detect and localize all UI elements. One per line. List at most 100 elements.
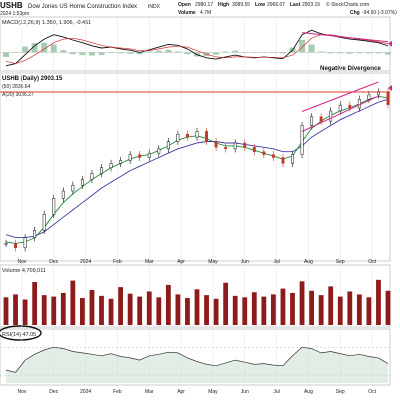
low-label: Low xyxy=(255,2,265,8)
price-candle xyxy=(291,154,294,164)
price-candle xyxy=(319,116,323,122)
price-candle xyxy=(109,163,113,168)
volume-bar xyxy=(137,296,143,325)
price-panel: USHB (Daily) 2903.15 (50) 2836.64 A(20) … xyxy=(0,72,391,262)
volume-bar xyxy=(156,297,162,325)
volume-bar xyxy=(70,280,76,325)
macd-histogram-bar xyxy=(375,52,382,54)
price-candle xyxy=(33,230,37,238)
macd-arrow-marker xyxy=(388,40,392,47)
x-tick-label-bottom: Feb xyxy=(113,389,122,395)
price-divergence-lower xyxy=(301,95,379,132)
price-candle xyxy=(377,91,380,96)
volume-bar xyxy=(309,290,314,325)
volume-bar xyxy=(99,295,104,325)
open-label: Open xyxy=(178,2,191,8)
macd-histogram-bar xyxy=(88,52,95,56)
macd-histogram-bar xyxy=(60,50,67,53)
price-candle xyxy=(176,133,180,142)
rsi-label: RSI(14) 47.05 xyxy=(2,332,36,338)
price-candle xyxy=(386,91,390,105)
macd-histogram-bar xyxy=(41,42,48,53)
price-candle xyxy=(157,148,161,154)
price-candle xyxy=(205,131,209,142)
price-candle xyxy=(348,104,352,109)
volume-bar xyxy=(108,298,114,325)
macd-histogram-bar xyxy=(31,43,38,53)
x-tick-label-bottom: Nov xyxy=(17,389,26,395)
macd-histogram-bar xyxy=(69,52,76,55)
volume-bar xyxy=(213,298,219,325)
x-tick-label: May xyxy=(208,259,218,265)
volume-bar xyxy=(32,282,38,325)
rsi-highlight-circle xyxy=(0,325,42,341)
volume-bar xyxy=(318,295,324,325)
price-candle xyxy=(14,243,18,249)
macd-panel-frame xyxy=(0,16,391,72)
price-candle xyxy=(338,104,342,112)
price-candle xyxy=(166,141,170,150)
macd-histogram-bar xyxy=(337,52,344,54)
price-candle xyxy=(233,142,237,150)
price-candle xyxy=(119,160,123,164)
macd-histogram-bar xyxy=(327,52,334,54)
x-tick-label: Mar xyxy=(145,259,154,265)
x-tick-label: Nov xyxy=(17,259,26,265)
price-candle xyxy=(52,198,56,215)
index-description: Dow Jones US Home Construction Index xyxy=(28,4,137,10)
volume-bar xyxy=(127,293,133,325)
volume-bar xyxy=(223,282,229,325)
price-arrow-marker xyxy=(388,85,392,92)
macd-histogram-bar xyxy=(308,44,315,53)
volume-bar xyxy=(22,299,28,325)
x-tick-label: Jul xyxy=(273,259,279,265)
price-candle xyxy=(71,184,75,192)
x-tick-label-bottom: 2024 xyxy=(80,389,91,395)
price-candle xyxy=(224,147,228,150)
x-tick-label: Aug xyxy=(304,259,313,265)
x-tick-label: Feb xyxy=(113,259,122,265)
macd-histogram-bar xyxy=(3,52,9,57)
macd-histogram-bar xyxy=(12,52,19,53)
macd-histogram-bar xyxy=(385,52,391,55)
volume-value: 4.7M xyxy=(200,10,211,16)
macd-histogram-bar xyxy=(98,52,105,56)
price-candle xyxy=(310,116,314,126)
macd-histogram-bar xyxy=(241,52,248,53)
change-label: Chg xyxy=(350,10,360,16)
x-tick-label: Sep xyxy=(336,259,345,265)
macd-histogram-bar xyxy=(260,52,267,53)
volume-bar xyxy=(51,296,57,325)
macd-values: 1.350, 1.906, -0.451 xyxy=(42,20,91,26)
macd-histogram-bar xyxy=(165,49,172,53)
macd-histogram-bar xyxy=(346,52,353,54)
exchange-label: INDX xyxy=(148,4,161,10)
volume-bar xyxy=(185,298,190,325)
x-tick-label-bottom: Jun xyxy=(241,389,249,395)
volume-bar xyxy=(204,295,209,325)
price-candle xyxy=(300,125,304,155)
dynamic-layer: Nov Nov Dec Dec 2024 2024 Feb Feb Mar Mar Apr Apr Ma… xyxy=(0,17,392,395)
price-candle xyxy=(61,190,65,199)
x-tick-label: 2024 xyxy=(80,259,91,265)
volume-bar xyxy=(80,298,85,325)
price-candle xyxy=(271,154,275,158)
macd-histogram-bar xyxy=(22,46,29,53)
macd-histogram-bar xyxy=(136,52,143,55)
volume-label: Volume xyxy=(178,10,196,16)
volume-bar xyxy=(89,290,95,325)
volume-bar xyxy=(3,297,9,325)
volume-bar xyxy=(13,294,18,325)
macd-panel: MACD(12,26,9) 1.350, 1.906, -0.451 Negat… xyxy=(0,16,391,72)
x-tick-label: Dec xyxy=(49,259,58,265)
volume-bar xyxy=(194,289,200,325)
macd-histogram-bar xyxy=(318,51,325,53)
x-tick-label-bottom: Mar xyxy=(145,389,154,395)
price-candle xyxy=(243,142,247,148)
price-candle xyxy=(100,167,103,174)
macd-label: MACD(12,26,9) xyxy=(2,20,40,26)
volume-bar xyxy=(376,279,381,325)
ma20-label: A(20) 3036.27 xyxy=(2,92,34,98)
